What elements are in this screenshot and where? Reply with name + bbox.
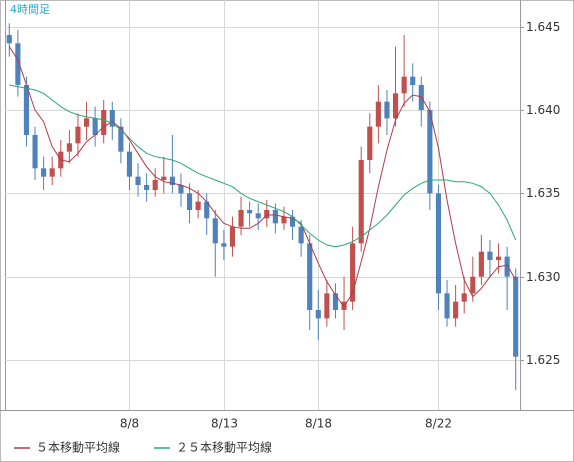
y-tick-label: 1.625 [526,353,560,367]
candle-body [307,243,313,310]
candle-body [470,276,476,294]
candle-body [221,243,227,247]
candle-body [315,310,321,319]
candle-body [281,216,287,224]
candle-body [101,110,107,135]
candle-body [152,180,158,190]
y-tick-label: 1.630 [526,270,560,284]
candle-body [272,210,278,224]
candle-body [144,185,150,190]
candle-body [135,176,141,185]
candle-body [75,126,81,144]
candle-body [204,201,210,219]
y-tick-label: 1.635 [526,186,560,200]
legend-label: ２５本移動平均線 [176,440,272,455]
candle-body [41,168,47,177]
candle-body [247,210,253,214]
candle-body [161,176,167,180]
candle-body [66,143,72,152]
y-tick-label: 1.645 [526,20,560,34]
candle-body [15,43,21,85]
candle-body [375,101,381,127]
candle-body [289,216,296,227]
candle-body [350,243,356,302]
candle-body [444,293,450,319]
candle-body [195,201,201,210]
candle-body [169,176,175,185]
candle-body [126,151,133,177]
candle-body [6,35,12,44]
candle-body [178,185,184,194]
candle-body [83,118,90,127]
candle-body [92,118,98,135]
x-tick-label: 8/18 [305,417,332,431]
candle-body [23,85,30,135]
candle-body [229,226,236,247]
candle-body [332,293,339,310]
candle-body [49,168,55,177]
candle-body [186,193,193,210]
ma-line [8,46,517,308]
candle-body [513,276,519,357]
candle-body [401,76,407,94]
candle-body [32,135,38,169]
x-tick-label: 8/22 [425,417,452,431]
candle-body [384,101,390,119]
ma-line [9,84,517,248]
candle-body [264,210,270,219]
y-tick-label: 1.640 [526,103,560,117]
candle-body [367,126,373,160]
candle-body [109,110,115,127]
chart-title: 4時間足 [10,3,50,16]
candle-body [358,160,364,244]
candle-body [410,76,416,85]
candle-body [118,126,124,152]
candle-body [324,293,330,319]
candle-body [453,301,459,319]
candle-body [238,210,244,227]
candle-body [487,251,493,260]
candle-body [435,193,442,294]
candle-body [298,226,304,244]
candle-body [495,256,502,260]
candle-body [478,251,484,277]
x-tick-label: 8/8 [120,417,139,431]
candle-body [392,93,399,119]
candle-body [255,213,261,219]
candle-body [427,110,433,194]
x-tick-label: 8/13 [211,417,238,431]
legend-label: ５本移動平均線 [36,440,120,455]
candle-body [461,293,467,302]
candle-body [504,256,510,277]
candle-body [212,218,218,244]
